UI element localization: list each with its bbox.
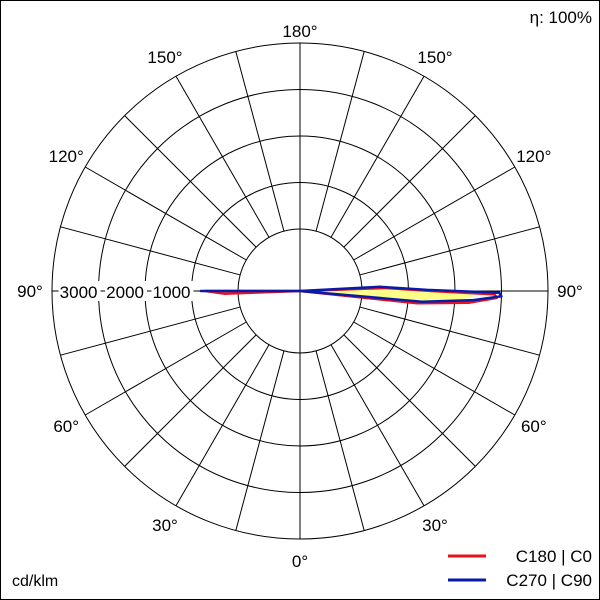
angle-label-150-right: 150° [417,48,452,67]
legend: C180 | C0 C270 | C90 [448,547,592,590]
radial-tick-labels: 1000 2000 3000 [58,281,194,302]
angle-labels: 180° 150° 150° 120° 120° 90° 90° 60° 60° 30° 30° 0° [17,22,583,571]
angle-label-90-left: 90° [17,282,43,301]
series-curve-1 [199,285,503,303]
angle-label-180-center: 180° [282,22,317,41]
angle-label-60-right: 60° [521,417,547,436]
tick-label-2000: 2000 [106,283,144,302]
angle-label-120-right: 120° [516,147,551,166]
unit-label: cd/klm [12,573,58,590]
angle-label-30-right: 30° [422,516,448,535]
plot-area [199,285,503,305]
angle-label-60-left: 60° [53,417,79,436]
angle-label-30-left: 30° [152,516,178,535]
angle-label-150-left: 150° [147,48,182,67]
tick-label-1000: 1000 [153,283,191,302]
tick-label-bg-2000 [105,281,147,301]
tick-label-3000: 3000 [60,283,98,302]
efficiency-label: η: 100% [530,8,592,27]
tick-label-bg-1000 [151,281,194,301]
legend-label-c180-c0: C180 | C0 [516,547,592,566]
tick-label-bg-3000 [58,281,101,301]
angle-label-90-right: 90° [557,282,583,301]
angle-label-120-left: 120° [49,147,84,166]
legend-label-c270-c90: C270 | C90 [506,571,592,590]
angle-label-0-center: 0° [292,552,308,571]
